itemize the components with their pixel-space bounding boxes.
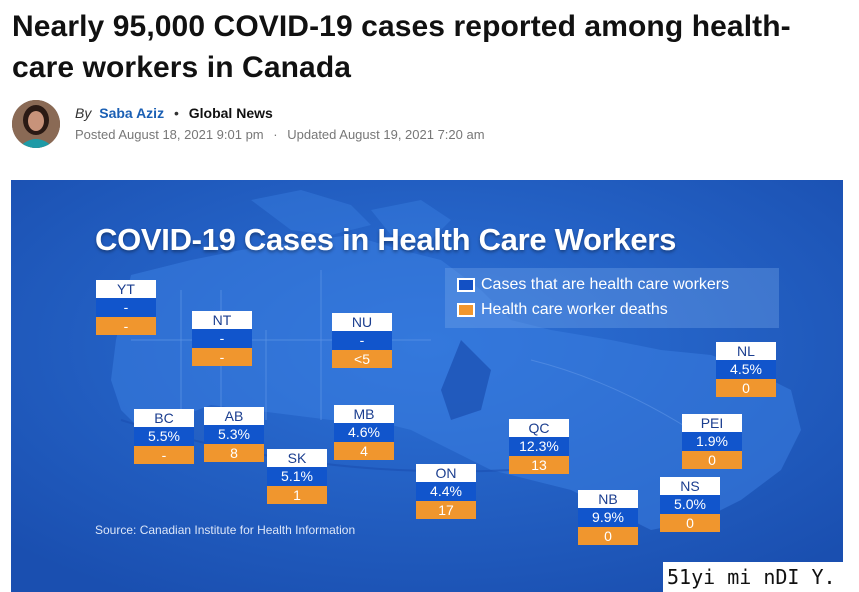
province-code: PEI <box>682 414 742 432</box>
province-deaths: <5 <box>332 350 392 368</box>
province-pei: PEI 1.9% 0 <box>682 414 742 469</box>
province-cases: - <box>96 298 156 317</box>
byline-separator: • <box>173 105 179 121</box>
province-cases: 5.3% <box>204 425 264 444</box>
source-credit: Source: Canadian Institute for Health In… <box>95 523 356 537</box>
legend-cases: Cases that are health care workers <box>457 276 729 294</box>
province-code: ON <box>416 464 476 482</box>
province-cases: 12.3% <box>509 437 569 456</box>
province-mb: MB 4.6% 4 <box>334 405 394 460</box>
province-ns: NS 5.0% 0 <box>660 477 720 532</box>
province-cases: 4.5% <box>716 360 776 379</box>
province-deaths: - <box>134 446 194 464</box>
province-deaths: 4 <box>334 442 394 460</box>
province-deaths: 0 <box>578 527 638 545</box>
watermark: 51yi mi nDI Y. co <box>663 562 843 592</box>
province-code: NS <box>660 477 720 495</box>
province-nb: NB 9.9% 0 <box>578 490 638 545</box>
province-code: NB <box>578 490 638 508</box>
legend-cases-label: Cases that are health care workers <box>481 276 730 293</box>
province-deaths: - <box>96 317 156 335</box>
province-on: ON 4.4% 17 <box>416 464 476 519</box>
province-bc: BC 5.5% - <box>134 409 194 464</box>
province-deaths: 8 <box>204 444 264 462</box>
byline-row: By Saba Aziz • Global News <box>75 105 273 121</box>
infographic: COVID-19 Cases in Health Care Workers Ca… <box>11 180 843 592</box>
article-dates: Posted August 18, 2021 9:01 pm · Updated… <box>75 127 485 142</box>
province-deaths: 0 <box>660 514 720 532</box>
province-yt: YT - - <box>96 280 156 335</box>
province-deaths: - <box>192 348 252 366</box>
province-deaths: 1 <box>267 486 327 504</box>
legend-deaths: Health care worker deaths <box>457 301 668 319</box>
province-cases: 1.9% <box>682 432 742 451</box>
province-deaths: 0 <box>716 379 776 397</box>
province-code: YT <box>96 280 156 298</box>
updated-date: Updated August 19, 2021 7:20 am <box>287 127 485 142</box>
province-cases: 5.5% <box>134 427 194 446</box>
byline-by: By <box>75 105 92 121</box>
province-code: NL <box>716 342 776 360</box>
date-separator: · <box>273 127 278 142</box>
legend-cases-swatch <box>457 278 475 292</box>
province-code: SK <box>267 449 327 467</box>
outlet-name: Global News <box>188 105 273 121</box>
legend-deaths-swatch <box>457 303 475 317</box>
author-photo-icon <box>12 100 60 148</box>
province-deaths: 13 <box>509 456 569 474</box>
posted-date: Posted August 18, 2021 9:01 pm <box>75 127 264 142</box>
byline: By Saba Aziz • Global News Posted August… <box>12 98 612 154</box>
province-code: BC <box>134 409 194 427</box>
legend-deaths-label: Health care worker deaths <box>481 301 668 318</box>
province-deaths: 17 <box>416 501 476 519</box>
province-code: MB <box>334 405 394 423</box>
article-headline: Nearly 95,000 COVID-19 cases reported am… <box>12 10 791 84</box>
province-ab: AB 5.3% 8 <box>204 407 264 462</box>
province-cases: - <box>192 329 252 348</box>
province-cases: 4.4% <box>416 482 476 501</box>
province-qc: QC 12.3% 13 <box>509 419 569 474</box>
infographic-title: COVID-19 Cases in Health Care Workers <box>95 222 677 257</box>
canada-map-illustration <box>11 180 843 592</box>
province-cases: 4.6% <box>334 423 394 442</box>
province-code: QC <box>509 419 569 437</box>
author-link[interactable]: Saba Aziz <box>99 105 165 121</box>
province-code: AB <box>204 407 264 425</box>
legend: Cases that are health care workers Healt… <box>445 268 779 328</box>
author-avatar[interactable] <box>12 100 60 148</box>
province-cases: - <box>332 331 392 350</box>
province-code: NT <box>192 311 252 329</box>
province-code: NU <box>332 313 392 331</box>
province-sk: SK 5.1% 1 <box>267 449 327 504</box>
province-cases: 5.1% <box>267 467 327 486</box>
province-nl: NL 4.5% 0 <box>716 342 776 397</box>
province-cases: 9.9% <box>578 508 638 527</box>
province-deaths: 0 <box>682 451 742 469</box>
province-nu: NU - <5 <box>332 313 392 368</box>
province-cases: 5.0% <box>660 495 720 514</box>
province-nt: NT - - <box>192 311 252 366</box>
